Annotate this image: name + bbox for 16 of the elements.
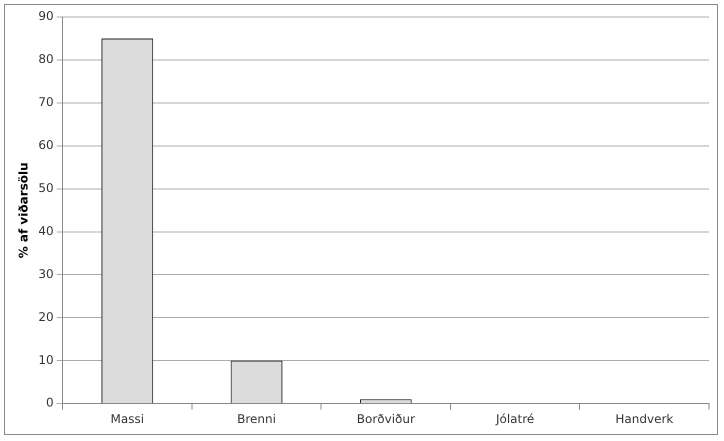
y-tick-label: 60	[38, 138, 54, 152]
x-tick-label: Jólatré	[494, 412, 534, 426]
x-tick-label: Massi	[110, 412, 144, 426]
x-tick-label: Brenni	[237, 412, 276, 426]
y-tick-label: 90	[38, 9, 54, 24]
x-tick-label: Borðviður	[356, 412, 415, 426]
y-axis-title: % af viðarsölu	[16, 162, 30, 258]
y-tick-label: 40	[38, 224, 54, 238]
y-tick-label: 80	[38, 52, 54, 66]
y-tick-label: 0	[46, 396, 54, 410]
y-tick-label: 30	[38, 266, 54, 281]
y-tick-label: 50	[38, 180, 54, 195]
y-tick-label: 70	[38, 95, 54, 110]
x-tick-label: Handverk	[615, 412, 674, 426]
y-tick-label: 20	[38, 310, 54, 324]
y-tick-label: 10	[38, 352, 54, 367]
